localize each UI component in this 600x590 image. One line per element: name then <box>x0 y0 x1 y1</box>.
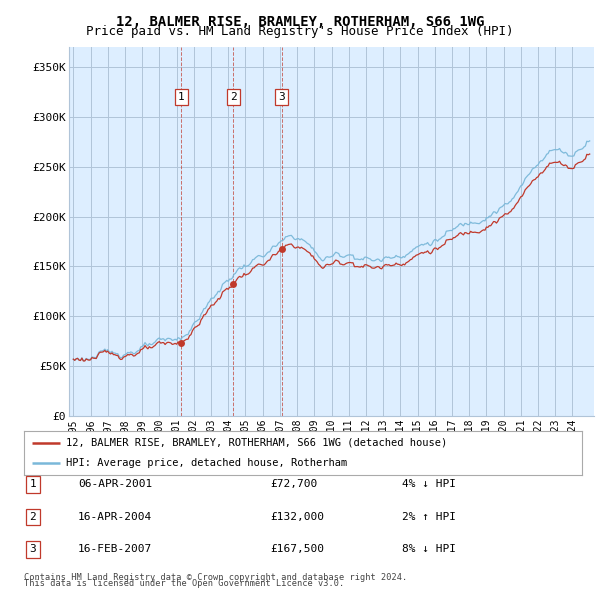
Text: 12, BALMER RISE, BRAMLEY, ROTHERHAM, S66 1WG (detached house): 12, BALMER RISE, BRAMLEY, ROTHERHAM, S66… <box>66 438 447 448</box>
Text: 16-APR-2004: 16-APR-2004 <box>78 512 152 522</box>
Text: Contains HM Land Registry data © Crown copyright and database right 2024.: Contains HM Land Registry data © Crown c… <box>24 573 407 582</box>
Text: Price paid vs. HM Land Registry's House Price Index (HPI): Price paid vs. HM Land Registry's House … <box>86 25 514 38</box>
Text: 1: 1 <box>29 480 37 489</box>
Text: 16-FEB-2007: 16-FEB-2007 <box>78 545 152 554</box>
Text: 2: 2 <box>29 512 37 522</box>
Text: 1: 1 <box>178 92 185 102</box>
Text: 3: 3 <box>29 545 37 554</box>
Text: HPI: Average price, detached house, Rotherham: HPI: Average price, detached house, Roth… <box>66 458 347 468</box>
Text: 2% ↑ HPI: 2% ↑ HPI <box>402 512 456 522</box>
Text: 2: 2 <box>230 92 236 102</box>
Text: 3: 3 <box>278 92 286 102</box>
Text: This data is licensed under the Open Government Licence v3.0.: This data is licensed under the Open Gov… <box>24 579 344 588</box>
Text: 06-APR-2001: 06-APR-2001 <box>78 480 152 489</box>
Text: 12, BALMER RISE, BRAMLEY, ROTHERHAM, S66 1WG: 12, BALMER RISE, BRAMLEY, ROTHERHAM, S66… <box>116 15 484 29</box>
Text: £132,000: £132,000 <box>270 512 324 522</box>
Text: 8% ↓ HPI: 8% ↓ HPI <box>402 545 456 554</box>
Text: 4% ↓ HPI: 4% ↓ HPI <box>402 480 456 489</box>
Text: £167,500: £167,500 <box>270 545 324 554</box>
Text: £72,700: £72,700 <box>270 480 317 489</box>
